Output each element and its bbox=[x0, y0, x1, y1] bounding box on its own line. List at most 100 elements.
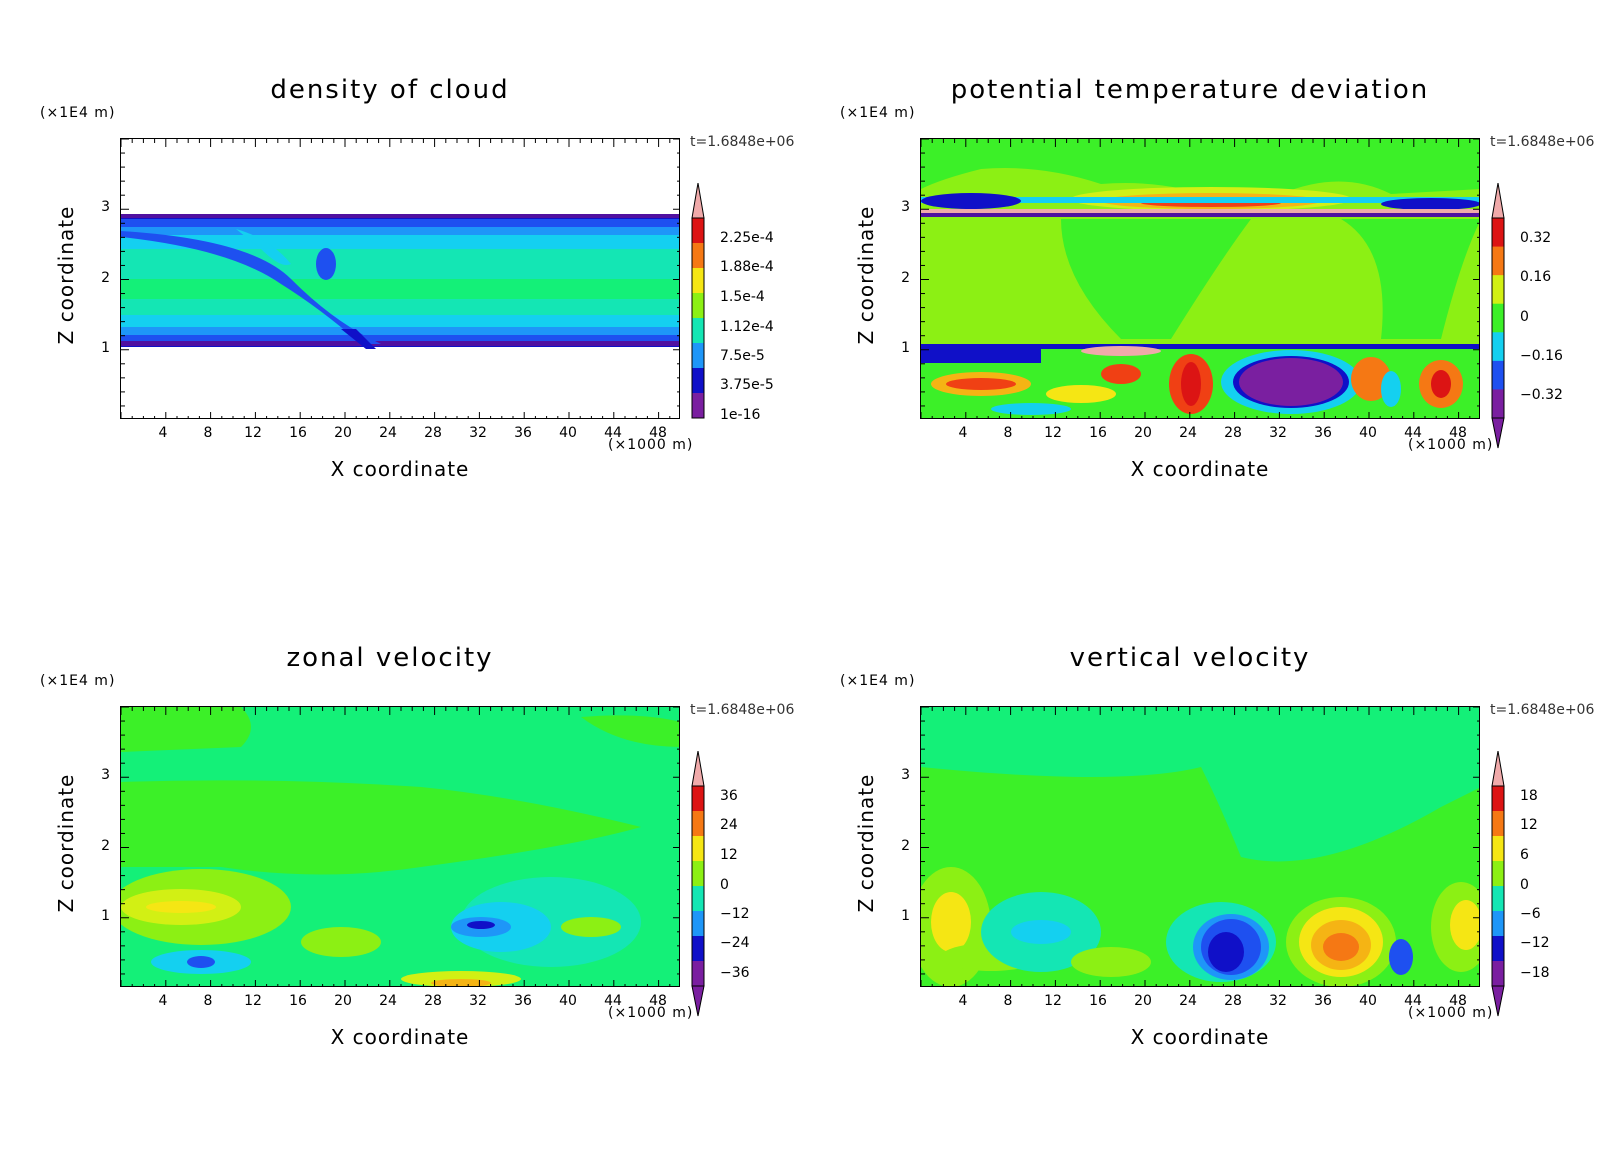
x-tick-label: 40 bbox=[1359, 993, 1377, 1009]
colorbar-band bbox=[692, 886, 704, 912]
colorbar-band bbox=[692, 243, 704, 269]
x-unit-label: (×1000 m) bbox=[608, 437, 694, 453]
colorbar-band bbox=[692, 368, 704, 394]
colorbar-band bbox=[1492, 360, 1504, 390]
colorbar-label: −0.16 bbox=[1520, 348, 1563, 364]
colorbar-label: 12 bbox=[720, 847, 738, 863]
time-label: t=1.6848e+06 bbox=[1490, 702, 1595, 718]
x-tick-label: 4 bbox=[158, 993, 168, 1009]
colorbar-band bbox=[692, 293, 704, 319]
x-tick-label: 32 bbox=[469, 993, 487, 1009]
z-tick-label: 3 bbox=[901, 767, 910, 783]
x-tick-label: 4 bbox=[958, 993, 968, 1009]
contour-plot-area bbox=[920, 706, 1480, 987]
x-tick-label: 16 bbox=[289, 425, 307, 441]
colorbar-band bbox=[692, 393, 704, 419]
colorbar-label: 12 bbox=[1520, 817, 1538, 833]
x-tick-label: 48 bbox=[1449, 425, 1467, 441]
x-tick-label: 24 bbox=[1179, 425, 1197, 441]
x-tick-label: 8 bbox=[1003, 993, 1013, 1009]
z-tick-label: 3 bbox=[101, 199, 110, 215]
z-tick-label: 1 bbox=[101, 908, 110, 924]
x-unit-label: (×1000 m) bbox=[1408, 1005, 1494, 1021]
colorbar bbox=[1491, 183, 1505, 449]
colorbar-label: 1.5e-4 bbox=[720, 289, 765, 305]
x-tick-label: 48 bbox=[1449, 993, 1467, 1009]
colorbar-band bbox=[692, 218, 704, 244]
x-tick-label: 16 bbox=[1089, 425, 1107, 441]
panel-potential-temperature-deviation: potential temperature deviation (×1E4 m)… bbox=[800, 0, 1600, 579]
contour-plot-area bbox=[120, 138, 680, 419]
colorbar-label: −24 bbox=[720, 935, 750, 951]
x-unit-label: (×1000 m) bbox=[1408, 437, 1494, 453]
z-tick-label: 1 bbox=[101, 340, 110, 356]
x-tick-label: 12 bbox=[244, 425, 262, 441]
colorbar-band bbox=[1492, 389, 1504, 419]
x-axis-label: X coordinate bbox=[330, 457, 470, 481]
z-unit-label: (×1E4 m) bbox=[840, 105, 916, 121]
x-tick-label: 40 bbox=[1359, 425, 1377, 441]
colorbar-label: 2.25e-4 bbox=[720, 230, 774, 246]
x-tick-label: 8 bbox=[1003, 425, 1013, 441]
z-tick-label: 1 bbox=[901, 340, 910, 356]
z-axis-label: Z coordinate bbox=[54, 773, 78, 913]
colorbar bbox=[1491, 751, 1505, 1017]
z-tick-label: 3 bbox=[901, 199, 910, 215]
colorbar-band bbox=[692, 318, 704, 344]
colorbar bbox=[691, 751, 705, 1017]
panel-title: vertical velocity bbox=[1069, 643, 1311, 673]
axis-ticks bbox=[921, 139, 1479, 418]
x-tick-label: 16 bbox=[1089, 993, 1107, 1009]
colorbar-label: −12 bbox=[1520, 935, 1550, 951]
x-tick-label: 36 bbox=[514, 425, 532, 441]
axis-ticks bbox=[921, 707, 1479, 986]
colorbar-band bbox=[1492, 936, 1504, 962]
contour-plot-area bbox=[120, 706, 680, 987]
colorbar-band bbox=[1492, 246, 1504, 276]
panel-title: potential temperature deviation bbox=[950, 75, 1430, 105]
colorbar-label: −18 bbox=[1520, 965, 1550, 981]
colorbar-band bbox=[1492, 836, 1504, 862]
colorbar-label: 7.5e-5 bbox=[720, 348, 765, 364]
colorbar-label: −6 bbox=[1520, 906, 1541, 922]
colorbar-band bbox=[1492, 786, 1504, 812]
colorbar-label: 36 bbox=[720, 788, 738, 804]
x-tick-label: 28 bbox=[1224, 425, 1242, 441]
colorbar-frame bbox=[1491, 785, 1505, 987]
x-tick-label: 8 bbox=[203, 425, 213, 441]
z-tick-label: 2 bbox=[101, 838, 110, 854]
x-tick-label: 48 bbox=[649, 993, 667, 1009]
panel-zonal-velocity: zonal velocity (×1E4 m) t=1.6848e+06 Z c… bbox=[0, 568, 800, 1147]
time-label: t=1.6848e+06 bbox=[690, 702, 795, 718]
z-axis-label: Z coordinate bbox=[854, 773, 878, 913]
x-axis-label: X coordinate bbox=[1130, 1025, 1270, 1049]
z-axis-label: Z coordinate bbox=[54, 205, 78, 345]
colorbar-frame bbox=[1491, 217, 1505, 419]
z-tick-label: 3 bbox=[101, 767, 110, 783]
colorbar-label: 1.12e-4 bbox=[720, 319, 774, 335]
x-tick-label: 12 bbox=[244, 993, 262, 1009]
x-tick-label: 32 bbox=[1269, 425, 1287, 441]
x-tick-label: 28 bbox=[1224, 993, 1242, 1009]
colorbar-band bbox=[1492, 332, 1504, 362]
colorbar-band bbox=[1492, 961, 1504, 987]
x-tick-label: 36 bbox=[514, 993, 532, 1009]
x-tick-label: 36 bbox=[1314, 425, 1332, 441]
x-tick-label: 12 bbox=[1044, 425, 1062, 441]
x-tick-label: 44 bbox=[1404, 425, 1422, 441]
colorbar-band bbox=[1492, 275, 1504, 305]
x-tick-label: 44 bbox=[604, 425, 622, 441]
colorbar-band bbox=[692, 936, 704, 962]
colorbar-label: 24 bbox=[720, 817, 738, 833]
colorbar-band bbox=[692, 786, 704, 812]
colorbar-band bbox=[692, 961, 704, 987]
colorbar-label: 0 bbox=[720, 877, 729, 893]
x-tick-label: 16 bbox=[289, 993, 307, 1009]
x-tick-label: 20 bbox=[1134, 993, 1152, 1009]
x-tick-label: 24 bbox=[379, 425, 397, 441]
panel-title: density of cloud bbox=[270, 75, 510, 105]
x-tick-label: 20 bbox=[334, 425, 352, 441]
x-tick-label: 28 bbox=[424, 993, 442, 1009]
contour-field bbox=[121, 139, 679, 418]
x-tick-label: 44 bbox=[604, 993, 622, 1009]
